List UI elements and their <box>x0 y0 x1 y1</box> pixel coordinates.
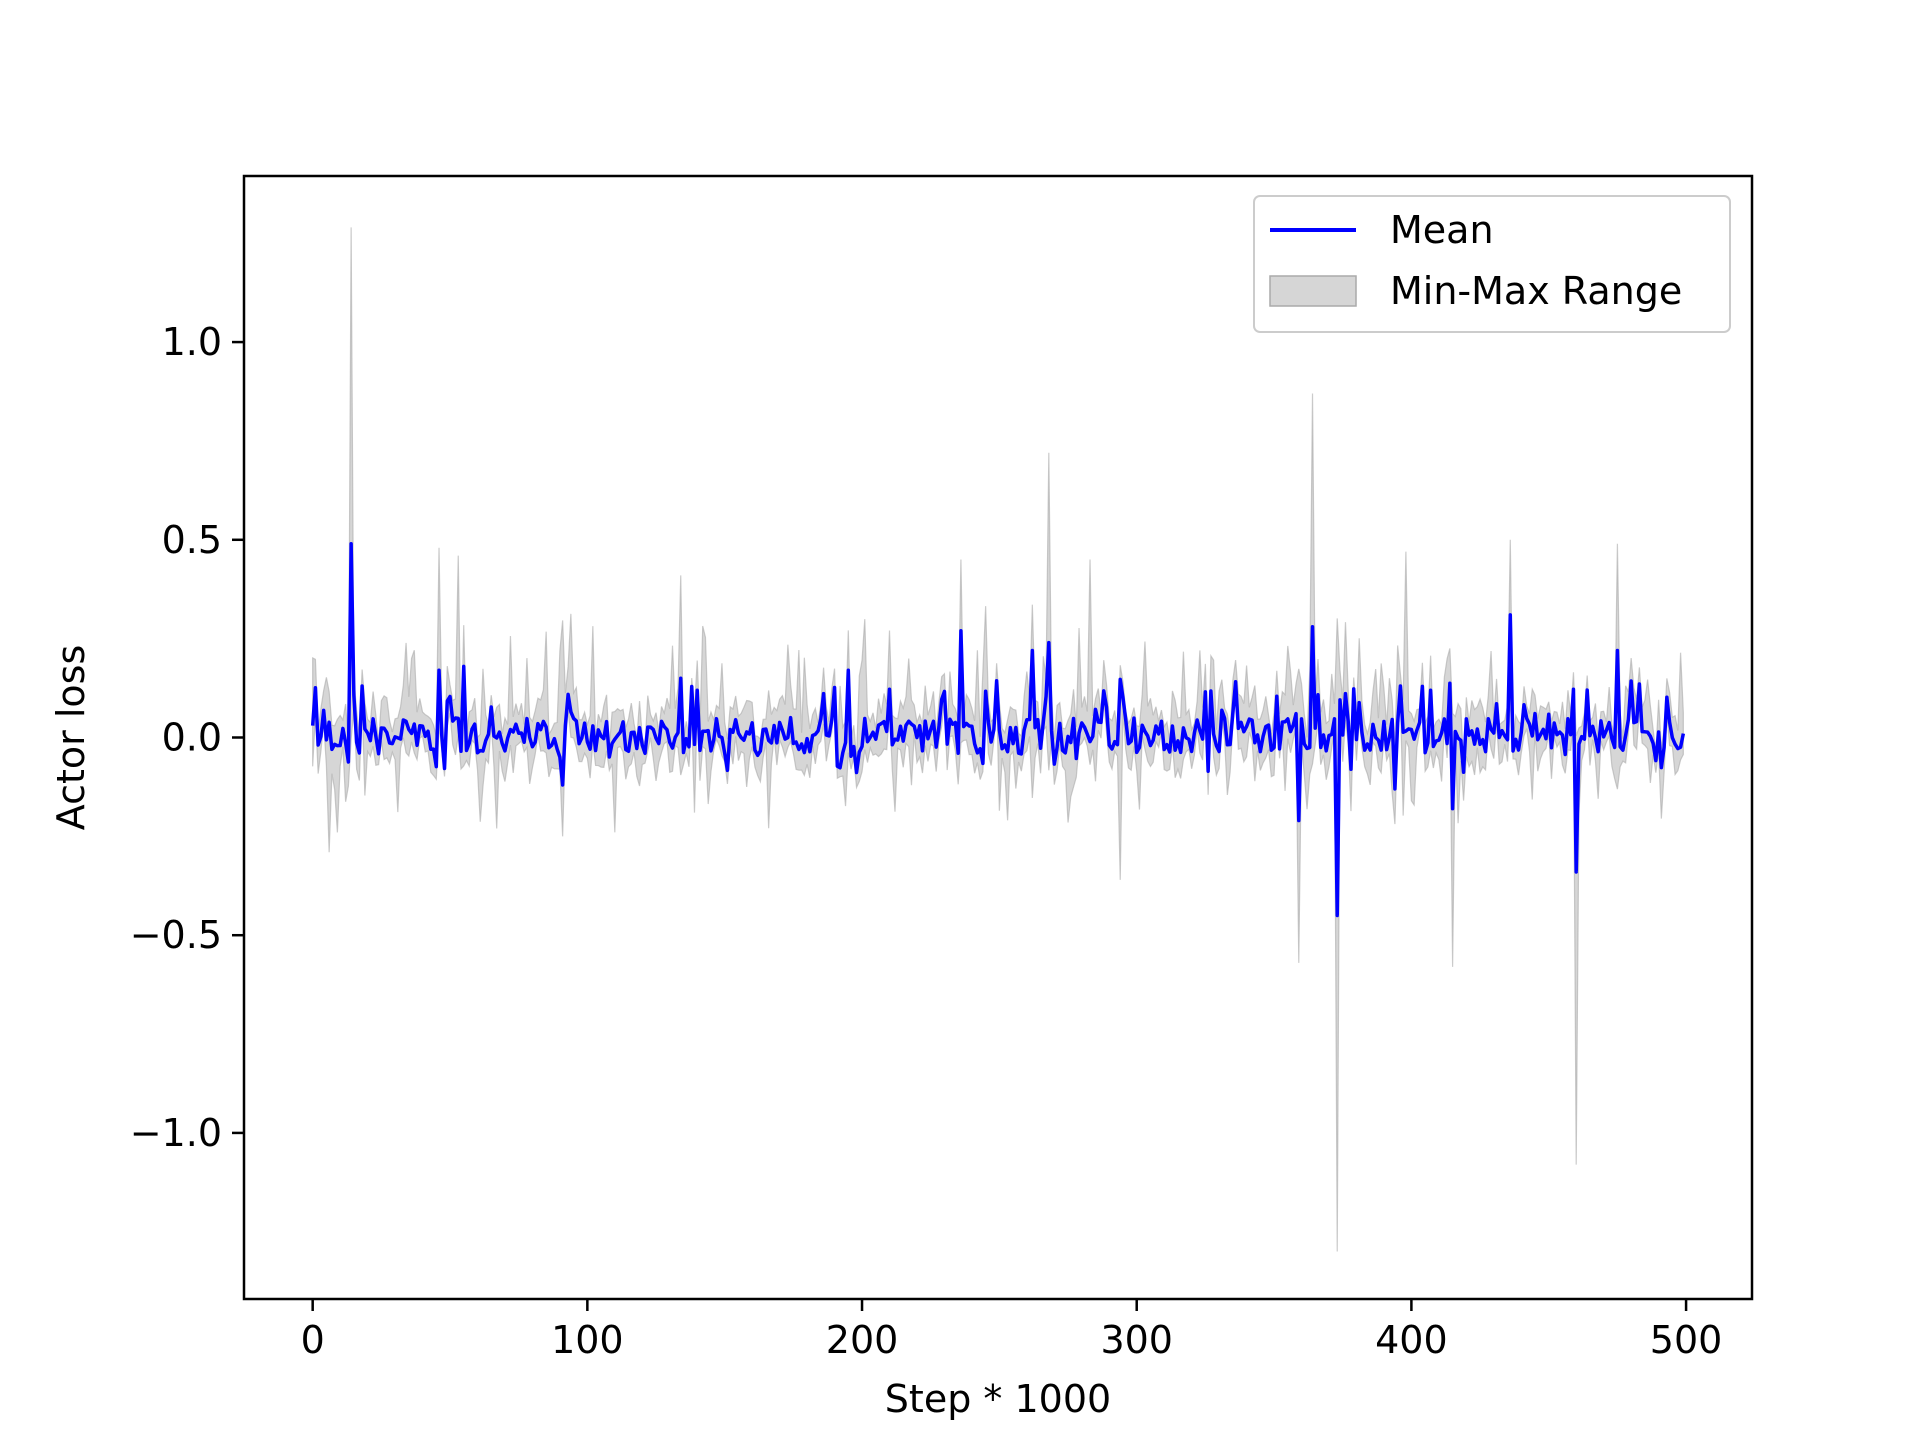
min-max-band <box>312 227 1684 1252</box>
legend-range-swatch <box>1269 275 1357 307</box>
x-tick-label: 200 <box>826 1318 899 1362</box>
mean-line-group <box>310 541 1686 918</box>
legend-range-label: Min-Max Range <box>1390 269 1682 313</box>
y-axis-label: Actor loss <box>49 645 93 830</box>
y-axis-ticks: −1.0 −0.5 0.0 0.5 1.0 <box>130 320 244 1155</box>
legend-box <box>1253 195 1731 333</box>
mean-line <box>310 541 1686 918</box>
min-max-band-group <box>312 227 1684 1252</box>
x-axis-label: Step * 1000 <box>885 1377 1111 1421</box>
y-tick-label: −1.0 <box>130 1111 222 1155</box>
y-tick-label: 1.0 <box>162 320 222 364</box>
x-tick-label: 100 <box>551 1318 624 1362</box>
legend: Mean Min-Max Range <box>1253 195 1731 333</box>
y-tick-label: 0.5 <box>162 518 222 562</box>
y-tick-label: 0.0 <box>162 716 222 760</box>
x-tick-label: 0 <box>301 1318 325 1362</box>
x-axis-ticks: 0 100 200 300 400 500 <box>301 1299 1723 1362</box>
y-tick-label: −0.5 <box>130 913 222 957</box>
x-tick-label: 500 <box>1650 1318 1723 1362</box>
x-tick-label: 300 <box>1100 1318 1173 1362</box>
legend-mean-label: Mean <box>1390 208 1494 252</box>
x-tick-label: 400 <box>1375 1318 1448 1362</box>
